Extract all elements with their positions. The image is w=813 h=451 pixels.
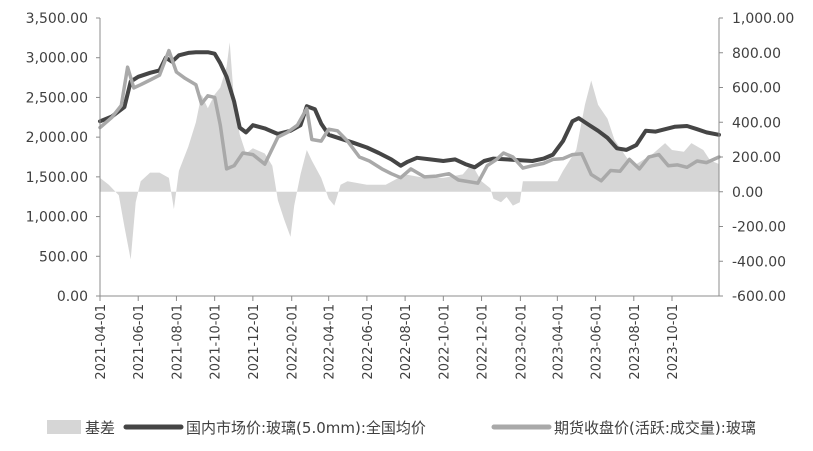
- right-axis-tick-label: 1,000.00: [732, 11, 794, 27]
- legend-item-basis: 基差: [47, 419, 115, 437]
- x-axis-tick-label: 2021-10-01: [209, 304, 224, 380]
- right-axis-tick-label: -400.00: [732, 254, 786, 270]
- left-axis-tick-label: 1,000.00: [26, 210, 88, 226]
- x-axis-tick-label: 2022-04-01: [323, 304, 338, 380]
- futures-price-line: [98, 48, 721, 185]
- price-lines-layer: [98, 48, 721, 185]
- x-axis-tick-label: 2022-02-01: [286, 304, 301, 380]
- x-axis-tick-label: 2021-12-01: [247, 304, 262, 380]
- right-axis-tick-label: -200.00: [732, 220, 786, 236]
- x-axis-tick-label: 2023-08-01: [628, 304, 643, 380]
- x-axis-tick-label: 2022-10-01: [437, 304, 452, 380]
- left-axis-tick-label: 3,500.00: [26, 11, 88, 27]
- right-axis-tick-label: 600.00: [732, 81, 781, 97]
- x-axis-tick-label: 2022-12-01: [476, 304, 491, 380]
- left-axis-tick-label: 500.00: [39, 249, 88, 265]
- legend-swatch: [47, 420, 81, 434]
- right-axis-tick-label: 400.00: [732, 115, 781, 131]
- left-axis-tick-label: 2,500.00: [26, 90, 88, 106]
- left-axis-tick-label: 2,000.00: [26, 130, 88, 146]
- legend-item-spot-price: 国内市场价:玻璃(5.0mm):全国均价: [123, 419, 426, 437]
- x-axis-tick-label: 2021-04-01: [94, 304, 109, 380]
- spot-price-line: [98, 50, 721, 170]
- right-axis-tick-label: -600.00: [732, 289, 786, 305]
- x-axis-tick-label: 2023-10-01: [666, 304, 681, 380]
- legend: 基差 国内市场价:玻璃(5.0mm):全国均价 期货收盘价(活跃:成交量):玻璃: [47, 419, 756, 437]
- x-axis-tick-label: 2021-08-01: [170, 304, 185, 380]
- x-axis-tick-label: 2022-06-01: [361, 304, 376, 380]
- right-axis-tick-label: 0.00: [732, 185, 763, 201]
- axes-layer: 0.00 500.00 1,000.00 1,500.00 2,000.00 2,500.…: [26, 11, 795, 380]
- legend-label: 国内市场价:玻璃(5.0mm):全国均价: [186, 419, 426, 437]
- x-axis-tick-label: 2022-08-01: [399, 304, 414, 380]
- left-axis-tick-label: 0.00: [57, 289, 88, 305]
- right-axis-tick-label: 800.00: [732, 46, 781, 62]
- legend-item-futures-price: 期货收盘价(活跃:成交量):玻璃: [491, 419, 756, 437]
- left-axis-tick-label: 3,000.00: [26, 51, 88, 67]
- legend-label: 期货收盘价(活跃:成交量):玻璃: [554, 419, 756, 437]
- legend-label: 基差: [85, 419, 115, 437]
- left-axis-tick-label: 1,500.00: [26, 170, 88, 186]
- x-axis-tick-label: 2023-06-01: [590, 304, 605, 380]
- x-axis-tick-label: 2023-04-01: [551, 304, 566, 380]
- x-axis-tick-label: 2023-02-01: [514, 304, 529, 380]
- right-axis-tick-label: 200.00: [732, 150, 781, 166]
- x-axis-tick-label: 2021-06-01: [132, 304, 147, 380]
